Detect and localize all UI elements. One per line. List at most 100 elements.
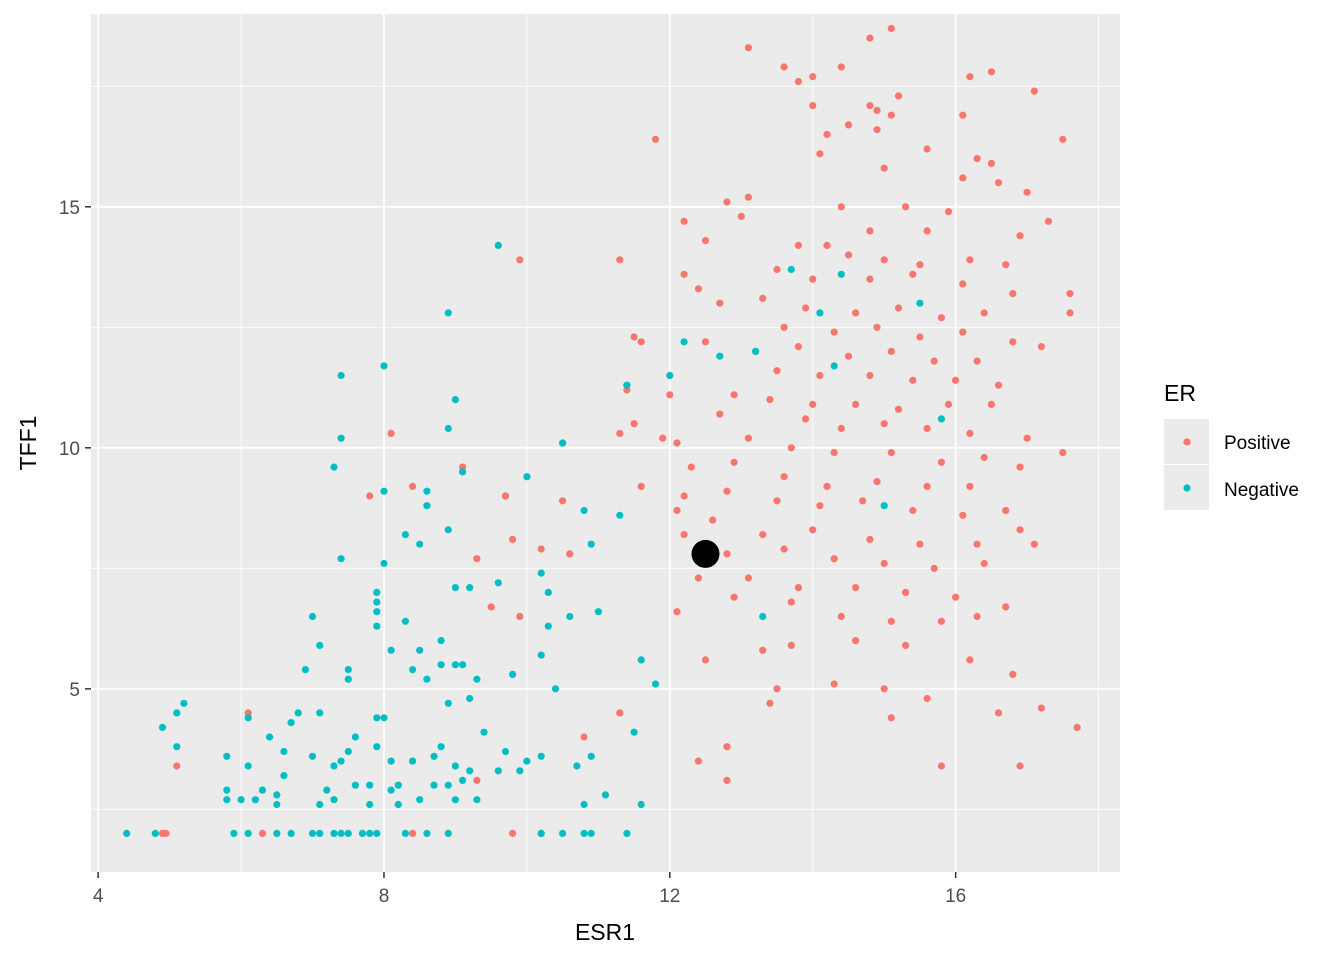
- point-negative: [308, 612, 317, 621]
- point-negative: [273, 791, 281, 799]
- point-negative: [251, 796, 259, 804]
- point-positive: [852, 637, 860, 645]
- point-negative: [637, 800, 645, 809]
- point-positive: [866, 371, 874, 380]
- point-positive: [1030, 87, 1038, 95]
- point-positive: [730, 458, 738, 466]
- point-positive: [794, 241, 803, 249]
- point-negative: [623, 381, 631, 389]
- point-positive: [973, 612, 981, 621]
- point-negative: [716, 352, 724, 360]
- point-positive: [916, 333, 924, 341]
- point-negative: [494, 579, 502, 587]
- point-positive: [794, 343, 803, 351]
- point-positive: [730, 593, 738, 601]
- point-negative: [494, 767, 502, 775]
- point-negative: [537, 651, 545, 659]
- point-positive: [1059, 449, 1067, 457]
- point-positive: [651, 135, 660, 143]
- point-negative: [416, 540, 424, 548]
- point-positive: [723, 776, 731, 785]
- point-positive: [716, 299, 724, 307]
- point-positive: [830, 555, 838, 563]
- point-positive: [566, 550, 574, 558]
- point-negative: [559, 829, 567, 838]
- point-positive: [944, 400, 953, 408]
- point-negative: [537, 829, 545, 838]
- point-negative: [337, 829, 345, 838]
- point-positive: [923, 424, 931, 433]
- y-tick-label: 5: [69, 680, 80, 701]
- point-positive: [1030, 540, 1038, 548]
- point-positive: [780, 473, 788, 481]
- point-negative: [437, 743, 445, 751]
- point-negative: [587, 540, 595, 548]
- point-negative: [373, 714, 381, 722]
- major-gridlines: [91, 14, 1120, 872]
- point-positive: [852, 584, 860, 592]
- point-positive: [1037, 704, 1045, 712]
- point-negative: [123, 829, 131, 838]
- x-tick-label: 8: [379, 886, 390, 907]
- point-positive: [508, 829, 517, 838]
- point-positive: [780, 545, 788, 553]
- point-negative: [401, 829, 409, 838]
- y-axis-title: TFF1: [15, 416, 41, 471]
- point-positive: [959, 511, 967, 519]
- point-positive: [701, 656, 710, 664]
- point-negative: [380, 362, 388, 370]
- point-positive: [773, 265, 781, 274]
- point-positive: [666, 391, 674, 399]
- point-positive: [873, 106, 881, 114]
- point-positive: [852, 309, 860, 317]
- point-positive: [1002, 261, 1010, 269]
- point-negative: [223, 752, 231, 760]
- point-positive: [1037, 343, 1045, 351]
- point-negative: [316, 829, 324, 838]
- point-negative: [373, 829, 381, 838]
- point-positive: [994, 709, 1003, 717]
- point-positive: [473, 776, 481, 785]
- point-positive: [837, 612, 845, 621]
- point-negative: [273, 800, 281, 809]
- point-positive: [937, 314, 946, 322]
- point-positive: [258, 829, 267, 838]
- point-negative: [180, 699, 188, 707]
- point-negative: [366, 800, 374, 809]
- point-negative: [344, 675, 352, 683]
- point-negative: [280, 747, 288, 756]
- point-positive: [616, 429, 624, 437]
- point-positive: [1009, 338, 1017, 346]
- point-negative: [237, 796, 245, 804]
- point-positive: [723, 743, 731, 751]
- point-negative: [444, 699, 452, 707]
- point-positive: [1016, 232, 1024, 240]
- point-positive: [694, 757, 703, 765]
- point-negative: [459, 468, 467, 476]
- point-negative: [494, 241, 502, 249]
- point-negative: [308, 752, 317, 760]
- point-positive: [916, 261, 924, 269]
- point-positive: [816, 371, 824, 380]
- point-positive: [1066, 290, 1074, 298]
- point-positive: [866, 102, 874, 110]
- point-positive: [559, 497, 567, 505]
- point-positive: [966, 73, 974, 81]
- point-positive: [923, 482, 931, 490]
- point-negative: [444, 829, 452, 838]
- point-positive: [673, 439, 681, 447]
- point-positive: [887, 449, 895, 457]
- point-negative: [580, 800, 588, 809]
- point-positive: [809, 102, 817, 110]
- point-positive: [980, 559, 988, 568]
- point-positive: [894, 92, 903, 100]
- point-positive: [744, 574, 753, 582]
- point-positive: [173, 762, 181, 770]
- x-axis-title: ESR1: [575, 919, 635, 945]
- point-negative: [637, 656, 645, 664]
- point-positive: [794, 584, 803, 592]
- point-positive: [709, 516, 717, 524]
- point-positive: [637, 482, 645, 490]
- point-positive: [1059, 135, 1067, 143]
